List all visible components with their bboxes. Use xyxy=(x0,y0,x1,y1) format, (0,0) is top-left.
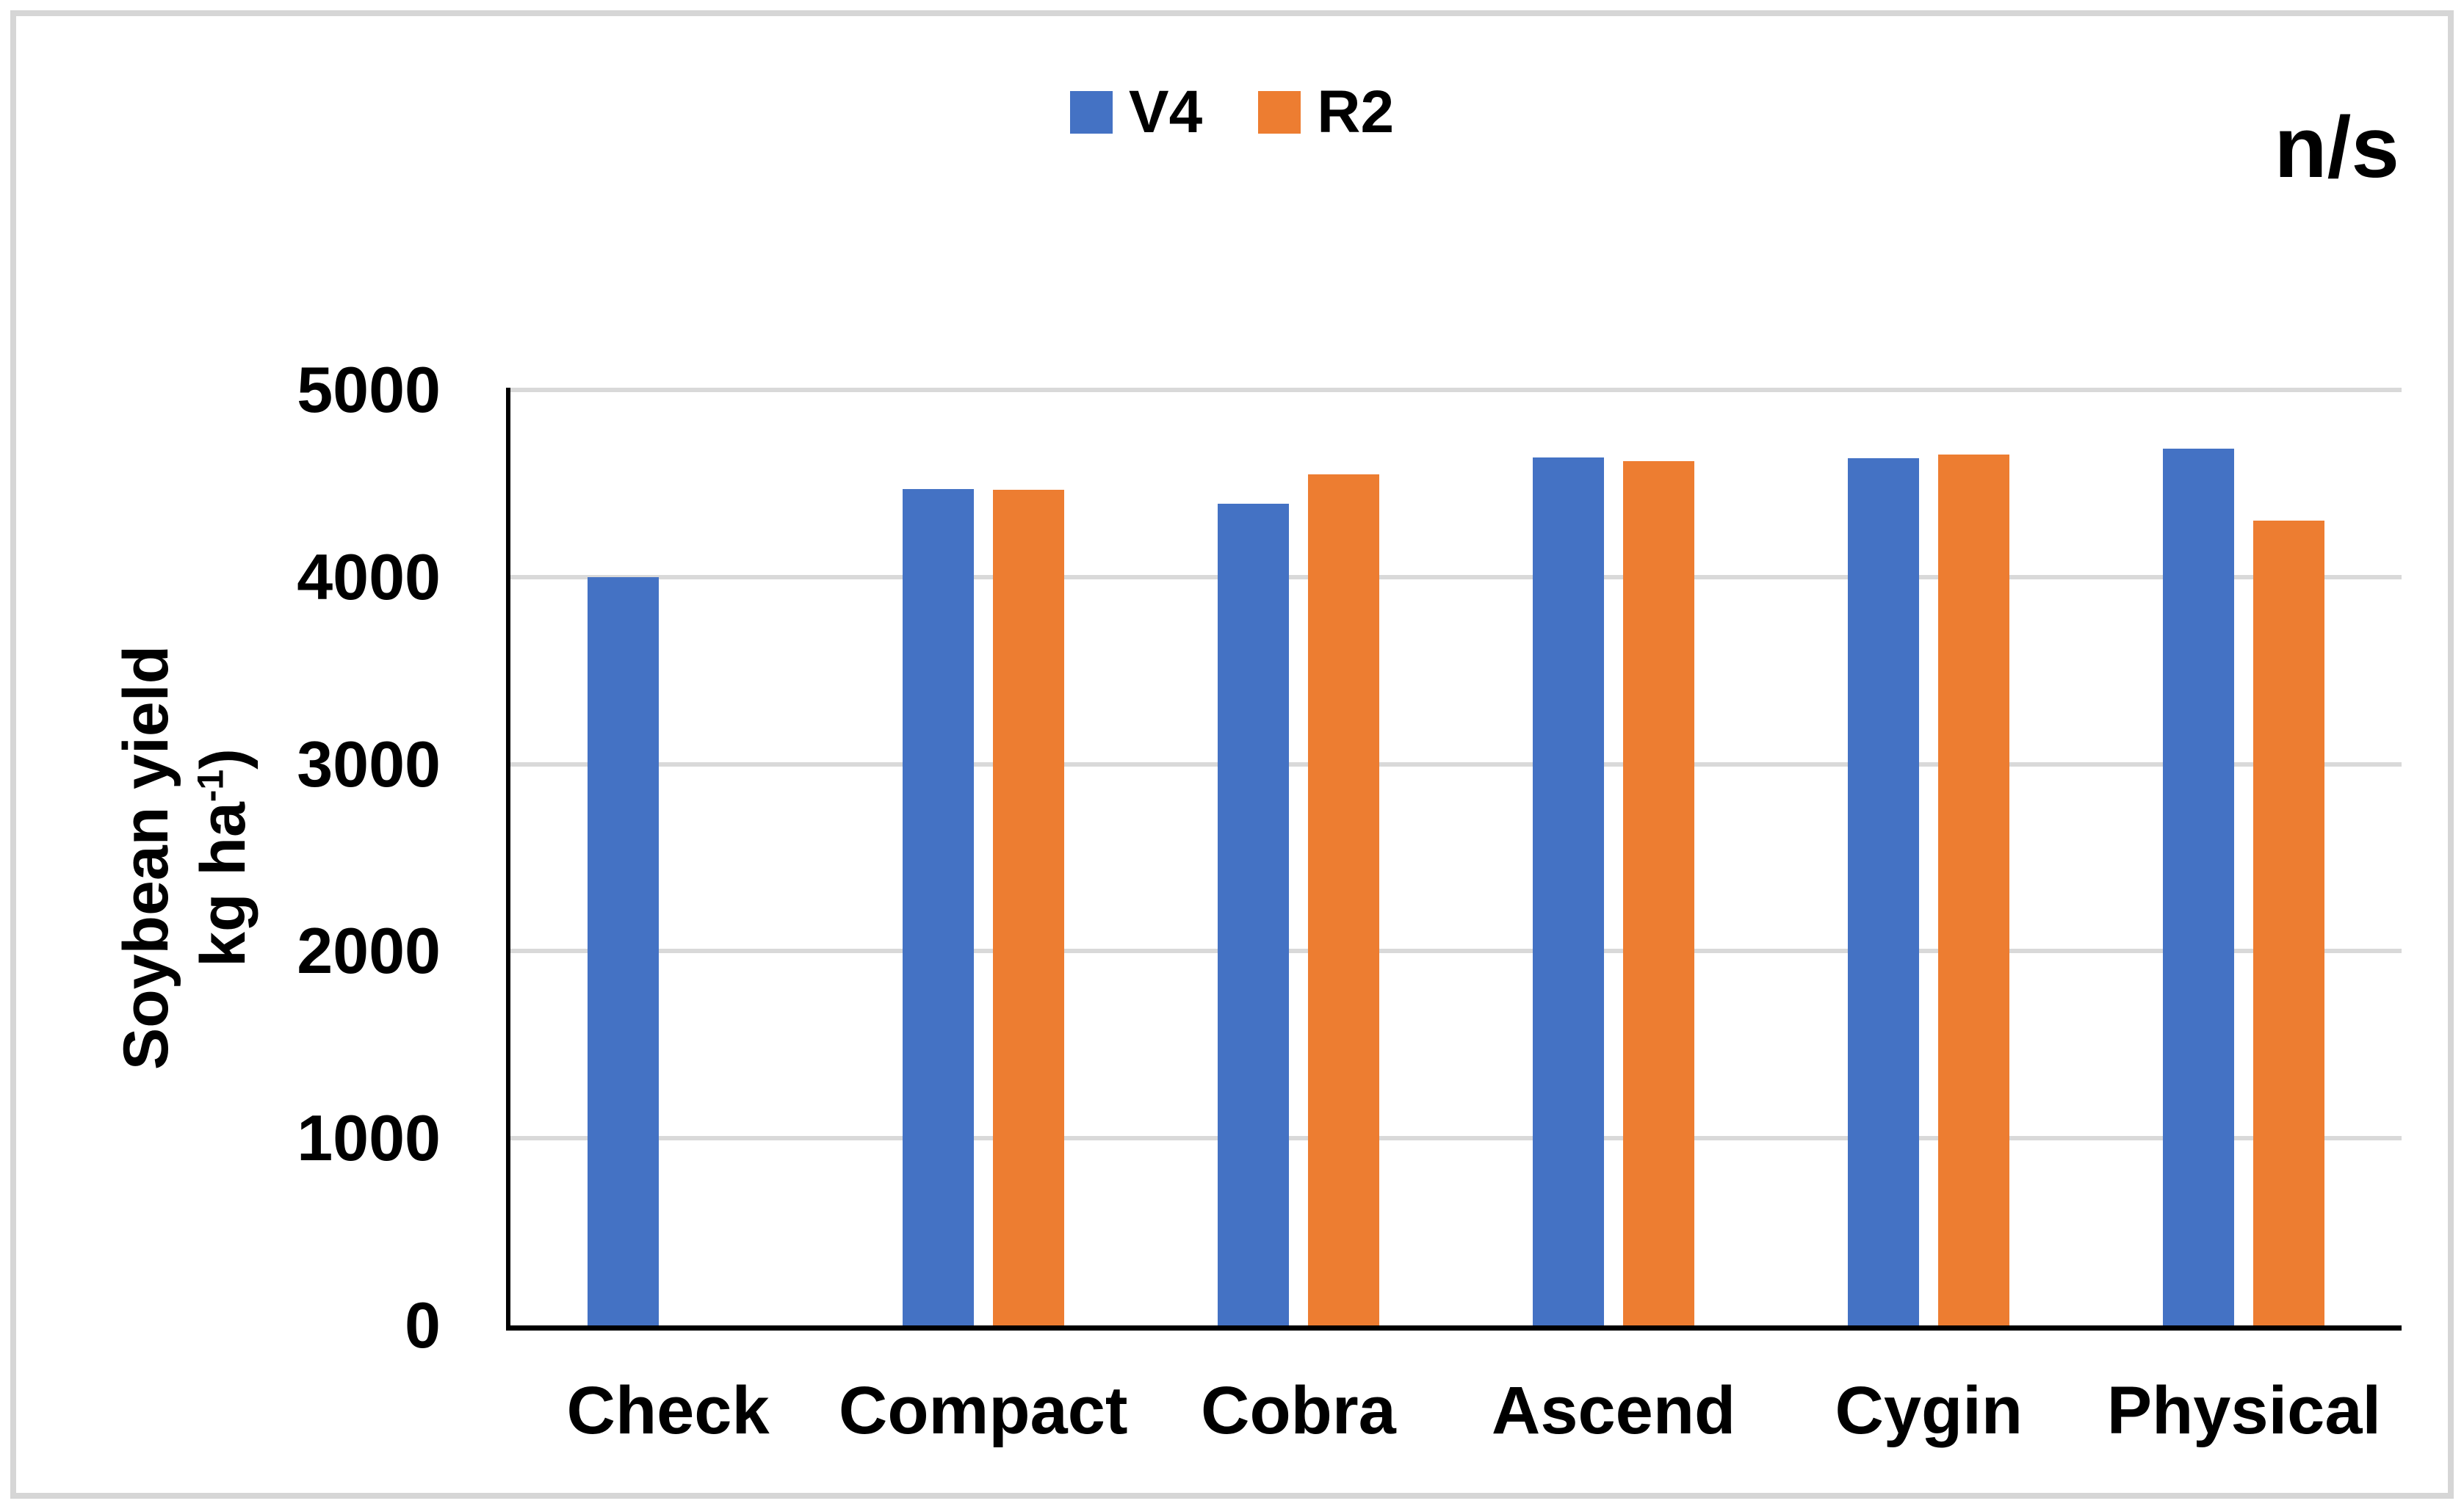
y-tick-label-0: 0 xyxy=(405,1289,441,1361)
gridline-3000 xyxy=(510,761,2402,767)
y-tick-label-3000: 3000 xyxy=(297,727,441,800)
category-label-cygin: Cygin xyxy=(1835,1373,2023,1448)
category-label-cobra: Cobra xyxy=(1201,1373,1396,1448)
legend-swatch-v4-icon xyxy=(1069,91,1113,134)
legend-label-v4: V4 xyxy=(1128,79,1203,145)
bar-v4-check xyxy=(587,576,659,1325)
bar-v4-physical xyxy=(2163,449,2235,1325)
significance-note: n/s xyxy=(2274,99,2400,196)
plot-area: 0 1000 2000 3000 4000 5000 Check Compact Cobra As… xyxy=(297,358,2402,1444)
bar-r2-cobra xyxy=(1307,474,1379,1325)
bar-r2-cygin xyxy=(1938,454,2010,1325)
bar-v4-cygin xyxy=(1848,458,1920,1325)
legend-label-r2: R2 xyxy=(1317,79,1395,145)
y-tick-label-1000: 1000 xyxy=(297,1101,441,1175)
y-axis-title-line1: Soybean yield xyxy=(111,645,182,1071)
category-label-compact: Compact xyxy=(838,1373,1128,1448)
category-label-check: Check xyxy=(566,1373,770,1448)
bar-r2-physical xyxy=(2253,521,2325,1325)
y-axis-title: Soybean yield kg ha-1) xyxy=(108,645,262,1070)
x-axis-baseline xyxy=(506,1325,2402,1331)
gridline-2000 xyxy=(510,949,2402,954)
y-tick-label-2000: 2000 xyxy=(297,914,441,988)
bar-r2-ascend xyxy=(1623,460,1695,1325)
legend: V4 R2 xyxy=(0,82,2464,142)
legend-item-v4: V4 xyxy=(1069,79,1203,145)
bar-r2-compact xyxy=(992,490,1064,1325)
gridline-5000 xyxy=(510,388,2402,392)
y-tick-label-5000: 5000 xyxy=(297,353,441,426)
gridline-1000 xyxy=(510,1136,2402,1141)
category-label-physical: Physical xyxy=(2106,1373,2382,1448)
bar-v4-compact xyxy=(902,489,974,1325)
bar-v4-ascend xyxy=(1533,457,1605,1325)
y-tick-label-4000: 4000 xyxy=(297,540,441,613)
legend-item-r2: R2 xyxy=(1258,82,1394,142)
y-axis-spine xyxy=(506,388,510,1328)
y-axis-title-line2: kg ha-1) xyxy=(188,748,259,967)
gridline-4000 xyxy=(510,574,2402,579)
bar-v4-cobra xyxy=(1217,504,1289,1325)
category-label-ascend: Ascend xyxy=(1491,1373,1736,1448)
legend-swatch-r2-icon xyxy=(1258,91,1301,134)
